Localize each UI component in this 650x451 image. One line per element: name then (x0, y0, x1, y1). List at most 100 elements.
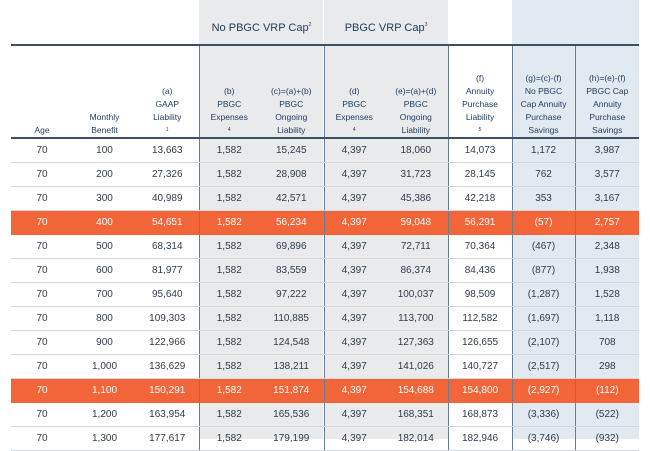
cell-a: 13,663 (136, 138, 199, 163)
cell-d: 4,397 (323, 330, 385, 355)
cell-h: 1,528 (574, 282, 640, 307)
cell-age: 70 (11, 258, 73, 283)
cell-g: (467) (511, 234, 576, 259)
group-header-cap: PBGC VRP Cap3 (344, 21, 428, 34)
cell-c: 42,571 (259, 186, 325, 211)
table-row: 70 100 13,663 1,582 15,245 4,397 18,060 14,073 1… (11, 138, 640, 163)
cell-e: 168,351 (384, 402, 449, 427)
column-header-row: Age Monthly Benefit (a) GAAP Liability 1 (b) PBG… (11, 44, 640, 139)
cell-f: 112,582 (447, 306, 513, 331)
column-header-monthly-benefit: Monthly Benefit (73, 44, 136, 139)
table-figure: No PBGC VRP Cap2 PBGC VRP Cap3 Age Monthl… (11, 0, 640, 451)
cell-c: 15,245 (259, 138, 325, 163)
cell-a: 27,326 (136, 162, 199, 187)
cell-d: 4,397 (323, 378, 385, 403)
cell-monthly-benefit: 900 (73, 330, 136, 355)
cell-g: (2,517) (511, 354, 576, 379)
cell-c: 165,536 (259, 402, 325, 427)
cell-h: 3,167 (574, 186, 640, 211)
cell-d: 4,397 (323, 258, 385, 283)
cell-d: 4,397 (323, 402, 385, 427)
cell-c: 97,222 (259, 282, 325, 307)
cell-b: 1,582 (198, 210, 259, 235)
table-row: 70 600 81,977 1,582 83,559 4,397 86,374 84,436(… (11, 258, 640, 283)
cell-a: 136,629 (136, 354, 199, 379)
cell-e: 100,037 (384, 282, 449, 307)
cell-g: (1,697) (511, 306, 576, 331)
table-row: 70 900 122,966 1,582 124,548 4,397 127,363 126,… (11, 330, 640, 355)
column-header-f: (f) Annuity Purchase Liability 5 (447, 44, 513, 139)
cell-a: 150,291 (136, 378, 199, 403)
table-row: 70 1,200 163,954 1,582 165,536 4,397 168,351 16… (11, 402, 640, 427)
cell-g: (1,287) (511, 282, 576, 307)
column-header-h: (h)=(e)-(f) PBGC Cap Annuity Purchase Saving… (574, 44, 640, 139)
cell-a: 122,966 (136, 330, 199, 355)
cell-g: 353 (511, 186, 576, 211)
cell-age: 70 (11, 378, 73, 403)
cell-monthly-benefit: 400 (73, 210, 136, 235)
cell-b: 1,582 (198, 162, 259, 187)
cell-age: 70 (11, 210, 73, 235)
cell-a: 40,989 (136, 186, 199, 211)
cell-e: 113,700 (384, 306, 449, 331)
cell-h: 1,118 (574, 306, 640, 331)
group-header-row: No PBGC VRP Cap2 PBGC VRP Cap3 (11, 11, 639, 45)
cell-d: 4,397 (323, 354, 385, 379)
group-header-no-cap: No PBGC VRP Cap2 (211, 21, 312, 34)
table-row: 70 200 27,326 1,582 28,908 4,397 31,723 28,145 7… (11, 162, 640, 187)
cell-h: 2,757 (574, 210, 640, 235)
cell-h: 1,938 (574, 258, 640, 283)
cell-f: 70,364 (447, 234, 513, 259)
cell-c: 138,211 (259, 354, 325, 379)
cell-age: 70 (11, 306, 73, 331)
cell-monthly-benefit: 800 (73, 306, 136, 331)
cell-e: 72,711 (384, 234, 449, 259)
cell-h: 3,987 (574, 138, 640, 163)
cell-d: 4,397 (323, 138, 385, 163)
cell-monthly-benefit: 500 (73, 234, 136, 259)
cell-f: 154,800 (447, 378, 513, 403)
cell-c: 69,896 (259, 234, 325, 259)
cell-c: 28,908 (259, 162, 325, 187)
savings-table: No PBGC VRP Cap2 PBGC VRP Cap3 Age Monthl… (11, 11, 640, 451)
cell-f: 84,436 (447, 258, 513, 283)
table-body: 70 100 13,663 1,582 15,245 4,397 18,060 14,073 1… (11, 138, 640, 451)
cell-g: (57) (511, 210, 576, 235)
cell-e: 18,060 (384, 138, 449, 163)
table-row: 70 800 109,303 1,582 110,885 4,397 113,700 112,… (11, 306, 640, 331)
cell-b: 1,582 (198, 354, 259, 379)
highlighted-table-row: 70 1,100 150,291 1,582 151,874 4,397 154,688 15… (11, 378, 640, 403)
cell-b: 1,582 (198, 306, 259, 331)
cell-f: 168,873 (447, 402, 513, 427)
cell-e: 45,386 (384, 186, 449, 211)
cell-a: 81,977 (136, 258, 199, 283)
cell-monthly-benefit: 1,000 (73, 354, 136, 379)
cell-f: 126,655 (447, 330, 513, 355)
table-row: 70 700 95,640 1,582 97,222 4,397 100,037 98,509… (11, 282, 640, 307)
column-header-b: (b) PBGC Expenses 4 (198, 44, 259, 139)
cell-a: 95,640 (136, 282, 199, 307)
cell-e: 86,374 (384, 258, 449, 283)
cell-b: 1,582 (198, 258, 259, 283)
cell-d: 4,397 (323, 234, 385, 259)
cell-c: 110,885 (259, 306, 325, 331)
cell-age: 70 (11, 186, 73, 211)
cell-e: 31,723 (384, 162, 449, 187)
cell-h: 298 (574, 354, 640, 379)
cell-age: 70 (11, 234, 73, 259)
table-row: 70 300 40,989 1,582 42,571 4,397 45,386 42,218 3… (11, 186, 640, 211)
cell-f: 28,145 (447, 162, 513, 187)
cell-monthly-benefit: 1,200 (73, 402, 136, 427)
highlighted-table-row: 70 400 54,651 1,582 56,234 4,397 59,048 56,291(… (11, 210, 640, 235)
cell-age: 70 (11, 138, 73, 163)
cell-c: 151,874 (259, 378, 325, 403)
cell-d: 4,397 (323, 162, 385, 187)
cell-e: 59,048 (384, 210, 449, 235)
cell-d: 4,397 (323, 282, 385, 307)
column-header-c: (c)=(a)+(b) PBGC Ongoing Liability (259, 44, 325, 139)
column-header-e: (e)=(a)+(d) PBGC Ongoing Liability (384, 44, 449, 139)
cell-b: 1,582 (198, 282, 259, 307)
cell-e: 141,026 (384, 354, 449, 379)
cell-e: 127,363 (384, 330, 449, 355)
column-header-a: (a) GAAP Liability 1 (136, 44, 199, 139)
